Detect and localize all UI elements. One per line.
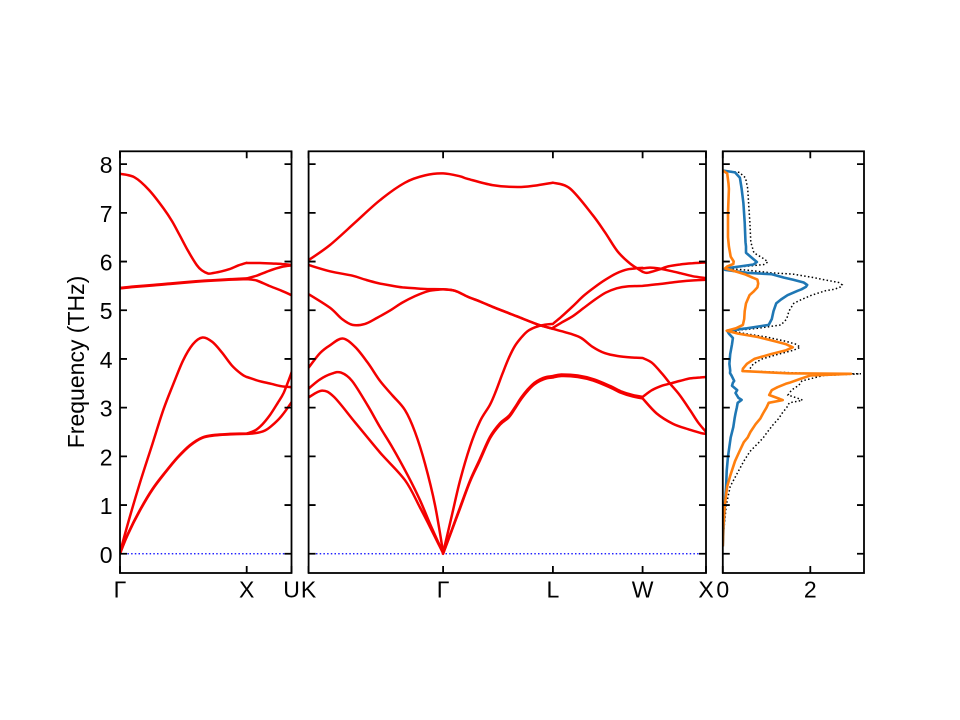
svg-text:L: L [547,577,560,603]
svg-text:Frequency (THz): Frequency (THz) [63,276,89,449]
svg-text:7: 7 [100,201,113,227]
svg-text:8: 8 [100,152,113,178]
svg-text:Γ: Γ [114,577,127,603]
svg-text:X: X [239,577,254,603]
svg-text:1: 1 [100,493,113,519]
svg-text:X: X [698,577,713,603]
svg-text:2: 2 [100,444,113,470]
svg-text:6: 6 [100,250,113,276]
svg-text:W: W [632,577,654,603]
svg-text:0: 0 [100,542,113,568]
svg-text:K: K [301,577,317,603]
svg-text:5: 5 [100,298,113,324]
svg-text:4: 4 [100,347,113,373]
svg-text:U: U [283,577,300,603]
svg-text:2: 2 [804,577,817,603]
svg-text:Γ: Γ [437,577,450,603]
svg-text:3: 3 [100,396,113,422]
svg-text:0: 0 [716,577,729,603]
